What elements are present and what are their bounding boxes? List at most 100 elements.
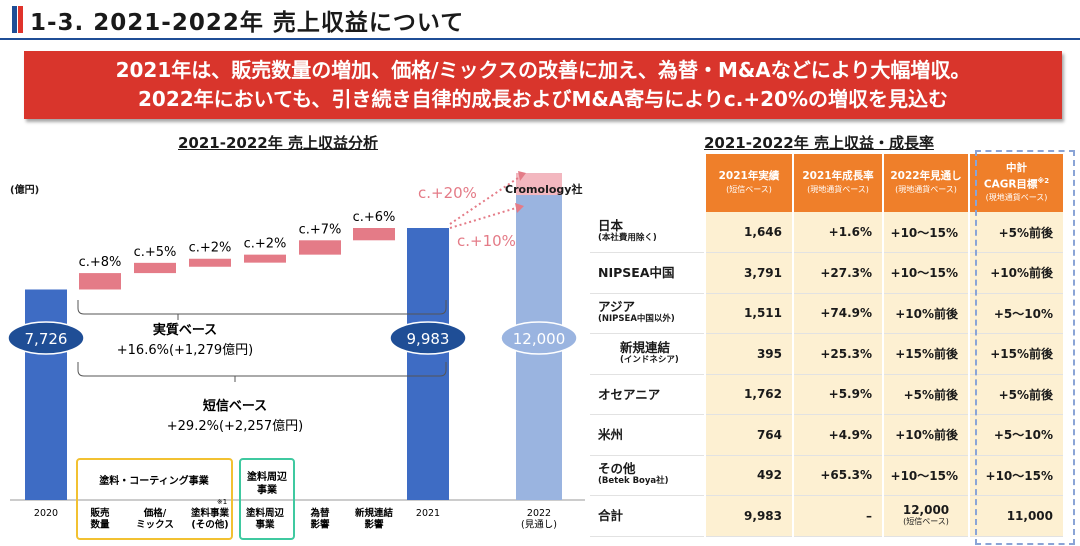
outlook-cell: +5%前後 [882, 374, 969, 415]
arrow-head-10 [515, 203, 524, 213]
table-row: その他 (Betek Boya社) 492 +65.3% +10〜15% +10〜15% [590, 455, 1063, 496]
table-row: オセアニア 1,762 +5.9% +5%前後 +5%前後 [590, 374, 1063, 415]
bar-為替影響 [299, 240, 341, 255]
axis-label-塗料周辺事業: 塗料周辺事業 [246, 507, 285, 531]
target-cell: +15%前後 [968, 333, 1063, 375]
axis-label-価格/ミックス: 価格/ミックス [136, 507, 174, 531]
growth-arrow-20 [449, 177, 519, 225]
outlook-cell: +10〜15% [882, 455, 969, 496]
region-cell: NIPSEA中国 [590, 252, 705, 294]
growth-cell: +74.9% [792, 293, 883, 334]
outlook-cell: +10〜15% [882, 212, 969, 253]
arrow-head-20 [518, 171, 526, 181]
adjacent-group-box [239, 458, 295, 540]
bar-2021 [407, 228, 449, 500]
pct-label-塗料事業(その他): c.+2% [189, 241, 232, 256]
region-cell: その他 (Betek Boya社) [590, 455, 705, 496]
real-base-bracket [77, 300, 447, 315]
header-blank [590, 154, 705, 212]
target-cell: +10〜15% [968, 455, 1063, 496]
actual-cell: 1,511 [704, 293, 793, 334]
tanshin-base-bracket [77, 362, 447, 377]
axis-label-2022(見通し): 2022 (見通し) [521, 508, 557, 531]
footnote-mark: ※1 [217, 498, 227, 506]
actual-cell: 395 [704, 333, 793, 375]
bar-cromology-segment [516, 173, 562, 196]
axis-label-2020: 2020 [34, 508, 58, 519]
outlook-cell: 12,000 (短信ベース) [882, 495, 969, 537]
cagr-highlight-box [975, 150, 1075, 545]
bar-塗料事業(その他) [189, 258, 231, 267]
real-base-label: 実質ベース [153, 322, 217, 338]
region-cell: 新規連結 (インドネシア) [590, 333, 705, 375]
region-cell: オセアニア [590, 374, 705, 415]
value-label-2021: 9,983 [407, 330, 450, 348]
unit-label: (億円) [10, 185, 40, 196]
value-label-2022(見通し): 12,000 [513, 330, 566, 348]
axis-label-塗料事業(その他): 塗料事業(その他) [191, 507, 230, 531]
bar-価格/ミックス [134, 262, 176, 274]
value-bubble-2022(見通し) [500, 321, 578, 355]
cromology-label: Cromology社 [505, 182, 582, 196]
tanshin-base-label: 短信ベース [203, 398, 267, 414]
growth-cell: +4.9% [792, 414, 883, 456]
pct-label-塗料周辺事業: c.+2% [244, 237, 287, 252]
outlook-cell: +10%前後 [882, 293, 969, 334]
table-row: 合計 9,983–12,000 (短信ベース) 11,000 [590, 495, 1063, 537]
real-base-value: +16.6%(+1,279億円) [117, 342, 253, 358]
title-marker [12, 6, 23, 33]
tanshin-base-value: +29.2%(+2,257億円) [167, 418, 303, 434]
value-label-2020: 7,726 [25, 330, 68, 348]
target-cell: +5〜10% [968, 293, 1063, 334]
table-row: NIPSEA中国 3,791 +27.3% +10〜15% +10%前後 [590, 252, 1063, 294]
target-cell: 11,000 [968, 495, 1063, 537]
target-cell: +5〜10% [968, 414, 1063, 456]
pct-label-販売数量: c.+8% [79, 255, 122, 270]
region-cell: 合計 [590, 495, 705, 537]
region-cell: 日本 (本社費用除く) [590, 212, 705, 253]
growth-10-label: c.+10% [457, 232, 516, 250]
labels-layer: 7,726 2020 c.+8% 販売数量 c.+5% 価格/ミックス c.+2% 塗料事業(… [25, 210, 566, 531]
summary-banner: 2021年は、販売数量の増加、価格/ミックスの改善に加え、為替・M&Aなどにより… [24, 51, 1062, 119]
header-cell: 2022年見通し (現地通貨ベース) [882, 154, 969, 212]
axis-label-新規連結影響: 新規連結影響 [355, 507, 394, 531]
right-table-title: 2021-2022年 売上収益・成長率 [704, 134, 934, 152]
value-bubble-2021 [389, 321, 467, 355]
bar-新規連結影響 [353, 228, 395, 241]
waterfall-chart: 7,726 2020 c.+8% 販売数量 c.+5% 価格/ミックス c.+2% 塗料事業(… [7, 171, 585, 540]
outlook-cell: +15%前後 [882, 333, 969, 375]
axis-label-2021: 2021 [416, 508, 440, 519]
value-bubble-2020 [7, 321, 85, 355]
banner-line-2: 2022年においても、引き続き自律的成長およびM&A寄与によりc.+20%の増収… [138, 87, 948, 111]
banner-line-1: 2021年は、販売数量の増加、価格/ミックスの改善に加え、為替・M&Aなどにより… [115, 58, 971, 82]
pct-label-為替影響: c.+7% [299, 222, 342, 237]
growth-cell: +25.3% [792, 333, 883, 375]
bar-2020 [25, 289, 67, 500]
growth-20-label: c.+20% [418, 184, 477, 202]
table-row: 新規連結 (インドネシア) 395 +25.3% +15%前後 +15%前後 [590, 333, 1063, 375]
header-cell: 2021年実績 (短信ベース) [704, 154, 793, 212]
left-chart-title: 2021-2022年 売上収益分析 [178, 134, 378, 152]
pct-label-新規連結影響: c.+6% [353, 210, 396, 225]
table-header-row: 2021年実績 (短信ベース) 2021年成長率 (現地通貨ベース) 2022年見通し(… [590, 154, 1063, 212]
actual-cell: 492 [704, 455, 793, 496]
growth-cell: +5.9% [792, 374, 883, 415]
actual-cell: 1,646 [704, 212, 793, 253]
actual-cell: 764 [704, 414, 793, 456]
axis-label-販売数量: 販売数量 [89, 507, 110, 531]
outlook-cell: +10〜15% [882, 252, 969, 294]
bar-販売数量 [79, 273, 121, 290]
actual-cell: 1,762 [704, 374, 793, 415]
title-bar [0, 0, 1080, 40]
revenue-table: 2021年実績 (短信ベース) 2021年成長率 (現地通貨ベース) 2022年見通し(… [590, 154, 1063, 537]
bar-塗料周辺事業 [244, 254, 286, 263]
growth-arrow-10 [449, 207, 517, 229]
axis-label-為替影響: 為替影響 [309, 507, 330, 531]
header-cell: 2021年成長率 (現地通貨ベース) [792, 154, 883, 212]
growth-cell: +1.6% [792, 212, 883, 253]
table-row: 米州 764 +4.9% +10%前後 +5〜10% [590, 414, 1063, 456]
target-cell: +10%前後 [968, 252, 1063, 294]
target-cell: +5%前後 [968, 374, 1063, 415]
growth-cell: – [792, 495, 883, 537]
paint-group-label: 塗料・コーティング事業 [99, 474, 209, 487]
